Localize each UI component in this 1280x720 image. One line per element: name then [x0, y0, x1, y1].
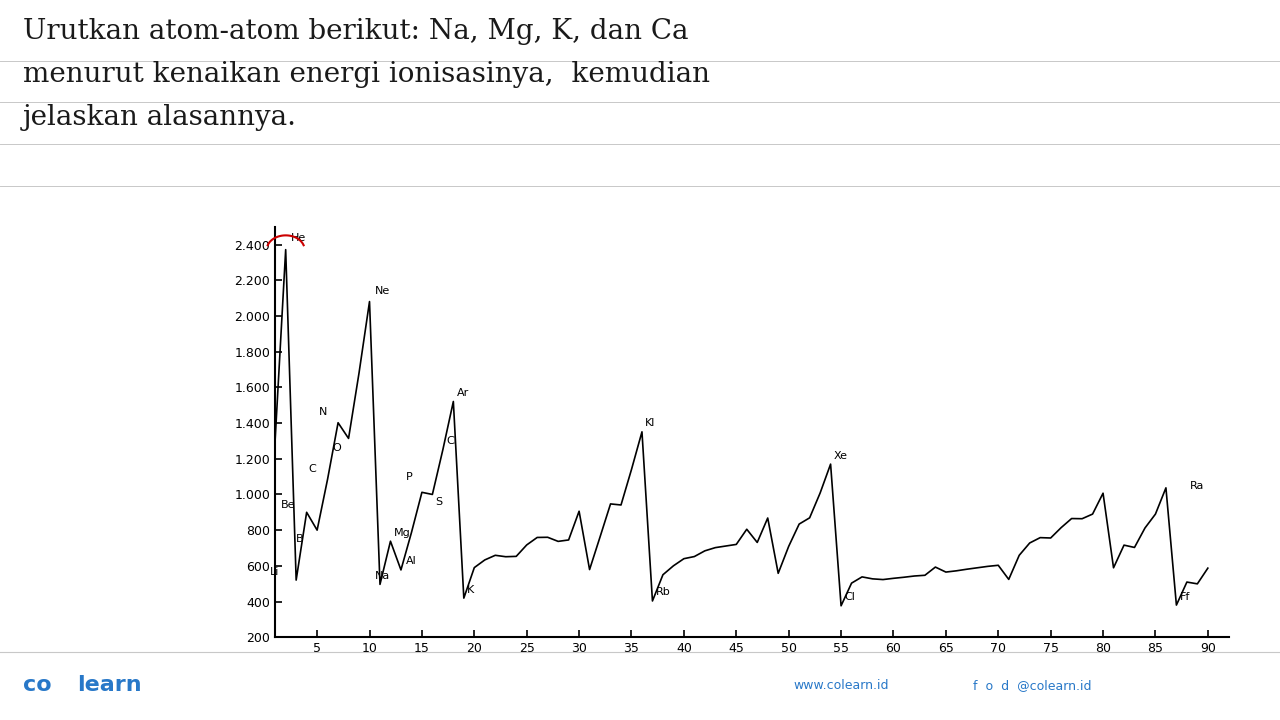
Text: S: S	[435, 497, 443, 507]
Text: K: K	[467, 585, 474, 595]
Text: Urutkan atom-atom berikut: Na, Mg, K, dan Ca: Urutkan atom-atom berikut: Na, Mg, K, da…	[23, 18, 689, 45]
Text: He: He	[291, 233, 306, 243]
Text: www.colearn.id: www.colearn.id	[794, 679, 890, 692]
Text: Ff: Ff	[1180, 592, 1190, 601]
Text: f  o  d  @colearn.id: f o d @colearn.id	[973, 679, 1092, 692]
Text: O: O	[333, 443, 342, 453]
Text: Rb: Rb	[655, 588, 671, 598]
Text: P: P	[406, 472, 413, 482]
Text: jelaskan alasannya.: jelaskan alasannya.	[23, 104, 297, 131]
Text: Li: Li	[270, 567, 279, 577]
Text: menurut kenaikan energi ionisasinya,  kemudian: menurut kenaikan energi ionisasinya, kem…	[23, 61, 710, 88]
Text: C: C	[308, 464, 316, 474]
Text: Mg: Mg	[394, 528, 411, 538]
Text: Xe: Xe	[833, 451, 847, 461]
Text: learn: learn	[77, 675, 141, 696]
Text: Ne: Ne	[375, 287, 390, 296]
Text: Na: Na	[375, 571, 390, 581]
Text: Cl: Cl	[845, 593, 855, 602]
Text: Ar: Ar	[457, 388, 468, 398]
Text: Cl: Cl	[445, 436, 457, 446]
Text: B: B	[296, 534, 303, 544]
Text: Al: Al	[406, 557, 417, 567]
Text: Ra: Ra	[1190, 481, 1204, 491]
Text: Be: Be	[280, 500, 294, 510]
Text: Kl: Kl	[645, 418, 655, 428]
Text: N: N	[319, 408, 328, 418]
Text: co: co	[23, 675, 51, 696]
